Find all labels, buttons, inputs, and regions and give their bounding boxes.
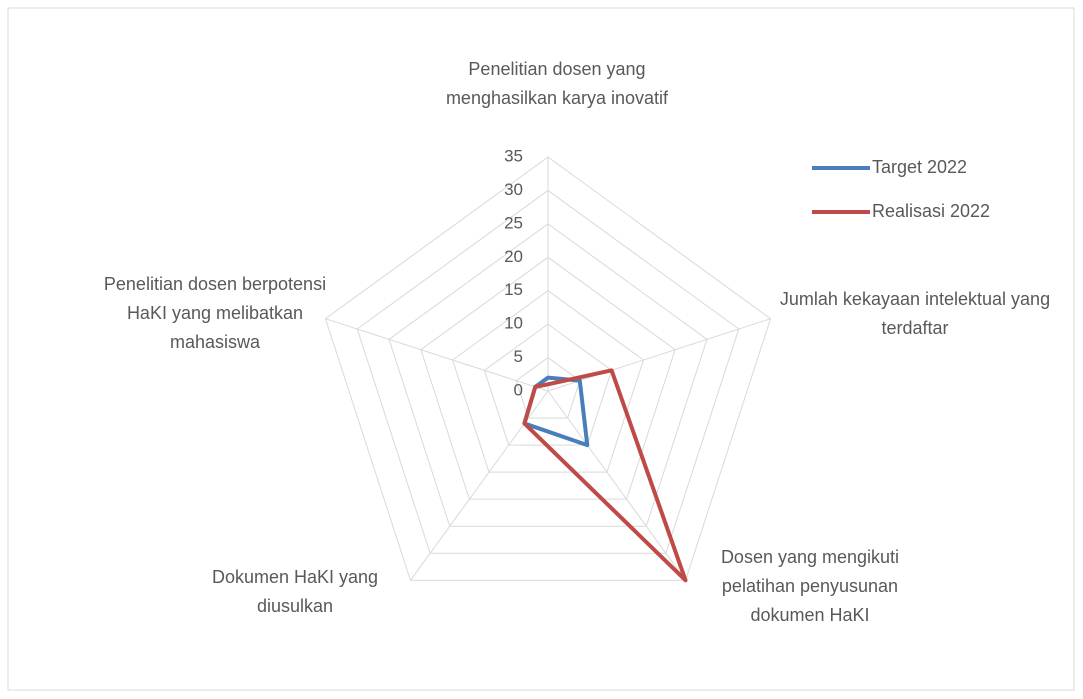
legend-label: Target 2022: [872, 157, 967, 177]
y-tick-label: 20: [504, 247, 523, 266]
axis-line: [325, 318, 549, 392]
grid-line: [420, 256, 676, 500]
y-tick-label: 5: [514, 347, 523, 366]
category-label: Dosen yang mengikuti pelatihan penyusuna…: [720, 547, 900, 625]
category-label: Penelitian dosen berpotensi HaKI yang me…: [103, 274, 327, 352]
y-tick-label: 30: [504, 180, 523, 199]
frame: [7, 7, 1075, 691]
y-tick-label: 25: [504, 213, 523, 232]
category-label: Jumlah kekayaan intelektual yang terdaft…: [779, 289, 1051, 338]
category-label: Dokumen HaKI yang diusulkan: [211, 567, 379, 616]
axis-line: [547, 390, 686, 581]
y-tick-label: 35: [504, 146, 523, 165]
category-label: Penelitian dosen yang menghasilkan karya…: [445, 59, 669, 108]
y-tick-label: 0: [514, 380, 523, 399]
series-line: [522, 368, 688, 583]
legend-label: Realisasi 2022: [872, 201, 990, 221]
grid-line: [324, 156, 772, 581]
grid-line: [356, 189, 740, 554]
grid-line: [388, 223, 708, 527]
y-tick-label: 10: [504, 314, 523, 333]
grid-line: [452, 290, 644, 473]
axis-line: [547, 318, 771, 392]
y-tick-label: 15: [504, 280, 523, 299]
